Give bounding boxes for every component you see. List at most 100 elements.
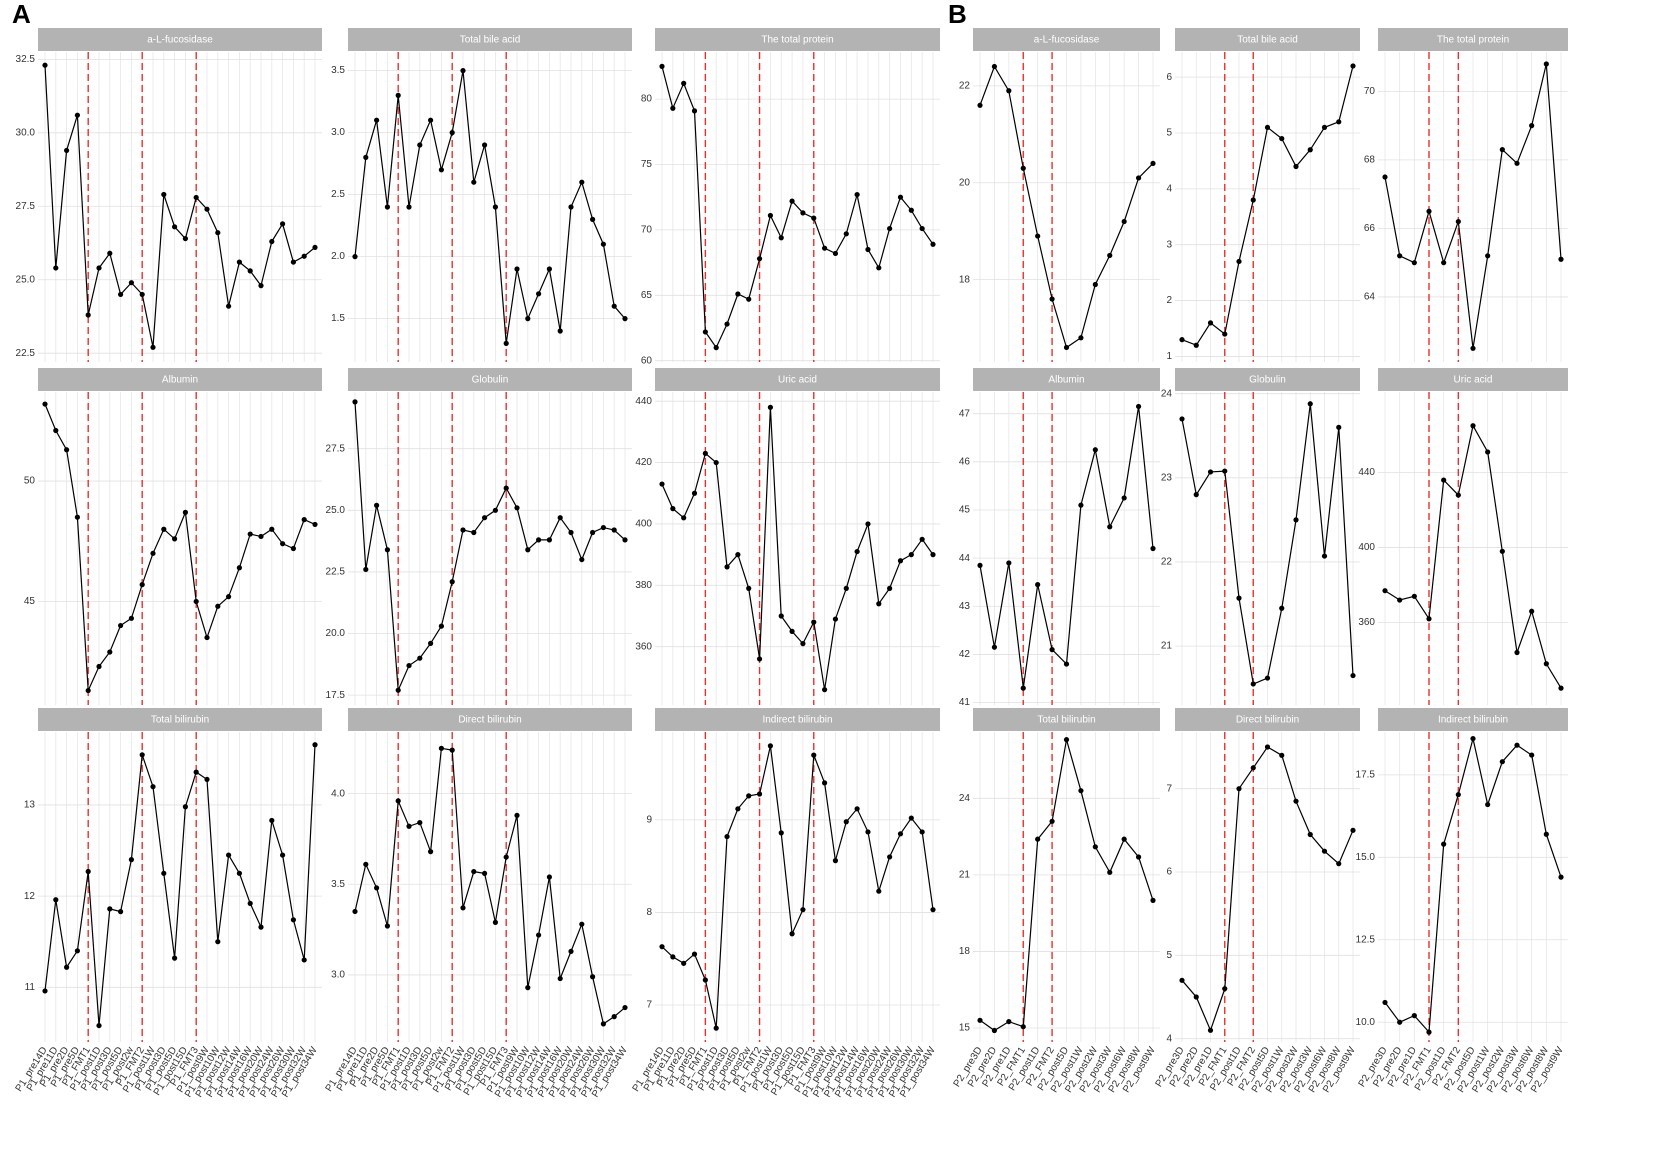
data-point bbox=[1382, 588, 1388, 594]
y-tick-label: 3.5 bbox=[331, 879, 345, 890]
data-point bbox=[417, 655, 423, 661]
data-point bbox=[1222, 468, 1228, 474]
data-point bbox=[897, 558, 904, 564]
data-point bbox=[919, 829, 925, 835]
data-point bbox=[622, 316, 628, 322]
y-tick-label: 360 bbox=[635, 641, 652, 652]
y-tick-label: 46 bbox=[959, 456, 971, 467]
data-point bbox=[1411, 260, 1417, 266]
y-tick-label: 68 bbox=[1364, 155, 1376, 166]
data-point bbox=[525, 316, 531, 322]
data-point bbox=[96, 1022, 102, 1029]
data-point bbox=[42, 401, 48, 407]
data-point bbox=[1035, 233, 1041, 239]
data-point bbox=[1529, 608, 1535, 614]
data-point bbox=[172, 955, 178, 961]
data-point bbox=[778, 830, 784, 836]
data-point bbox=[1441, 260, 1447, 266]
data-line bbox=[354, 401, 626, 691]
data-point bbox=[85, 687, 91, 694]
y-tick-label: 5 bbox=[1166, 950, 1172, 961]
data-point bbox=[1135, 175, 1142, 181]
data-line bbox=[661, 407, 934, 690]
data-point bbox=[778, 235, 784, 241]
y-tick-label: 45 bbox=[959, 505, 971, 516]
data-point bbox=[789, 198, 795, 204]
data-point bbox=[503, 485, 509, 491]
y-tick-label: 24 bbox=[1161, 388, 1173, 399]
facet-title: Direct bilirubin bbox=[458, 715, 521, 726]
data-point bbox=[1078, 335, 1084, 341]
data-point bbox=[258, 924, 264, 930]
y-tick-label: 3.0 bbox=[331, 127, 345, 138]
data-point bbox=[301, 517, 307, 523]
data-point bbox=[681, 960, 687, 966]
y-tick-label: 66 bbox=[1364, 223, 1376, 234]
data-point bbox=[546, 537, 553, 543]
data-point bbox=[1426, 616, 1432, 622]
data-point bbox=[74, 948, 80, 954]
data-point bbox=[406, 662, 412, 669]
facet-strip bbox=[973, 368, 1160, 391]
data-point bbox=[897, 194, 904, 200]
data-point bbox=[1063, 737, 1070, 743]
data-point bbox=[908, 815, 914, 821]
data-point bbox=[471, 179, 477, 185]
data-point bbox=[312, 244, 318, 251]
data-point bbox=[854, 191, 860, 198]
data-point bbox=[193, 769, 199, 775]
y-tick-label: 7 bbox=[1166, 783, 1172, 794]
data-point bbox=[789, 628, 795, 634]
data-point bbox=[1193, 342, 1199, 348]
data-point bbox=[139, 582, 145, 588]
y-tick-label: 22 bbox=[1161, 557, 1173, 568]
y-tick-label: 17.5 bbox=[326, 690, 346, 701]
data-point bbox=[85, 312, 91, 318]
facet-strip bbox=[655, 368, 940, 391]
data-point bbox=[1382, 999, 1388, 1006]
data-point bbox=[897, 831, 904, 837]
data-point bbox=[42, 988, 48, 994]
data-point bbox=[352, 254, 358, 260]
data-point bbox=[568, 529, 574, 536]
facet-title: Total bile acid bbox=[460, 35, 521, 46]
facet-title: Indirect bilirubin bbox=[762, 715, 832, 726]
data-point bbox=[611, 303, 617, 309]
data-point bbox=[590, 529, 596, 536]
data-point bbox=[557, 328, 563, 334]
data-point bbox=[1470, 345, 1476, 351]
y-tick-label: 17.5 bbox=[1356, 770, 1376, 781]
data-point bbox=[1250, 681, 1256, 687]
y-tick-label: 6 bbox=[1166, 867, 1172, 878]
data-point bbox=[908, 552, 914, 558]
data-point bbox=[670, 105, 676, 111]
y-tick-label: 360 bbox=[1358, 617, 1375, 628]
facet-strip bbox=[38, 708, 322, 731]
data-point bbox=[1293, 163, 1299, 170]
data-point bbox=[1092, 447, 1098, 453]
data-point bbox=[236, 565, 242, 571]
y-tick-label: 75 bbox=[641, 159, 653, 170]
data-point bbox=[1350, 672, 1356, 679]
data-point bbox=[756, 656, 763, 662]
data-point bbox=[460, 68, 466, 74]
data-point bbox=[843, 819, 849, 825]
data-point bbox=[1006, 88, 1012, 94]
y-tick-label: 25.0 bbox=[16, 274, 36, 285]
data-point bbox=[930, 241, 936, 247]
data-point bbox=[1350, 63, 1356, 69]
facet-title: Globulin bbox=[1249, 375, 1286, 386]
data-point bbox=[1107, 869, 1113, 875]
data-point bbox=[1179, 416, 1185, 422]
y-tick-label: 25.0 bbox=[326, 505, 346, 516]
data-point bbox=[1250, 197, 1256, 203]
y-tick-label: 70 bbox=[1364, 86, 1376, 97]
data-point bbox=[724, 833, 730, 840]
data-point bbox=[471, 868, 477, 875]
data-point bbox=[1020, 165, 1026, 171]
data-point bbox=[384, 547, 390, 553]
y-tick-label: 10.0 bbox=[1356, 1017, 1376, 1028]
data-point bbox=[1529, 752, 1535, 758]
data-point bbox=[1222, 986, 1228, 992]
data-point bbox=[800, 907, 806, 913]
